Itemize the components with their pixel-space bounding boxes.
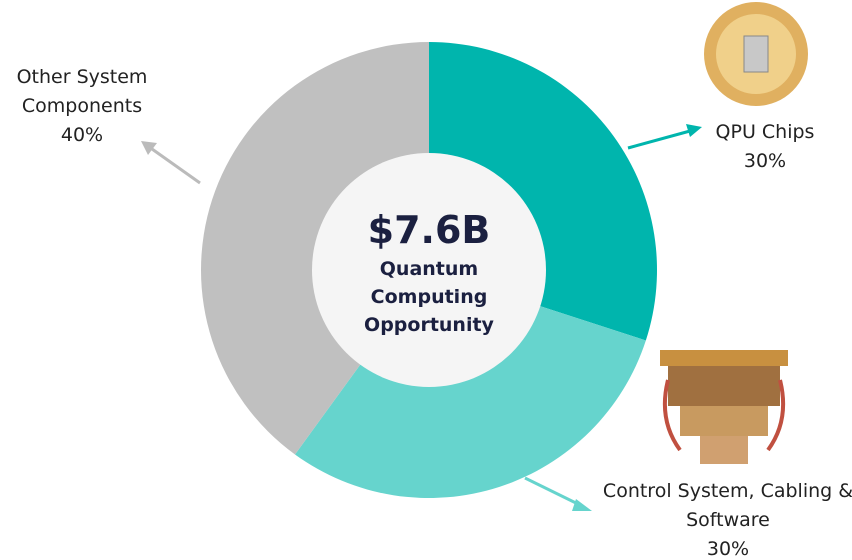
value-label: 40% [60,124,104,146]
category: Control System, Cabling & Software [602,480,852,531]
arrow-head [686,124,702,137]
slice-label: Other System Components 40% [7,63,157,150]
value-label: 30% [743,150,787,172]
arrow [627,129,691,150]
center-subtitle: Quantum Computing Opportunity [364,258,494,336]
center-label: $7.6B Quantum Computing Opportunity [339,205,519,339]
total: $7.6B [367,208,491,252]
arrow-head [572,499,592,511]
donut-hole [312,153,546,387]
category: Other System Components [16,66,148,117]
chip-icon [704,2,808,106]
slice-label: Control System, Cabling & Software 30% [598,477,852,560]
category: QPU Chips [715,121,815,143]
arrow [524,476,581,507]
slice [429,42,658,341]
arrow [151,147,201,185]
cryostat-icon [660,350,788,464]
arrow-head [141,141,157,155]
slice-label: QPU Chips 30% [690,118,840,176]
slice [294,305,646,498]
value-label: 30% [706,538,750,560]
